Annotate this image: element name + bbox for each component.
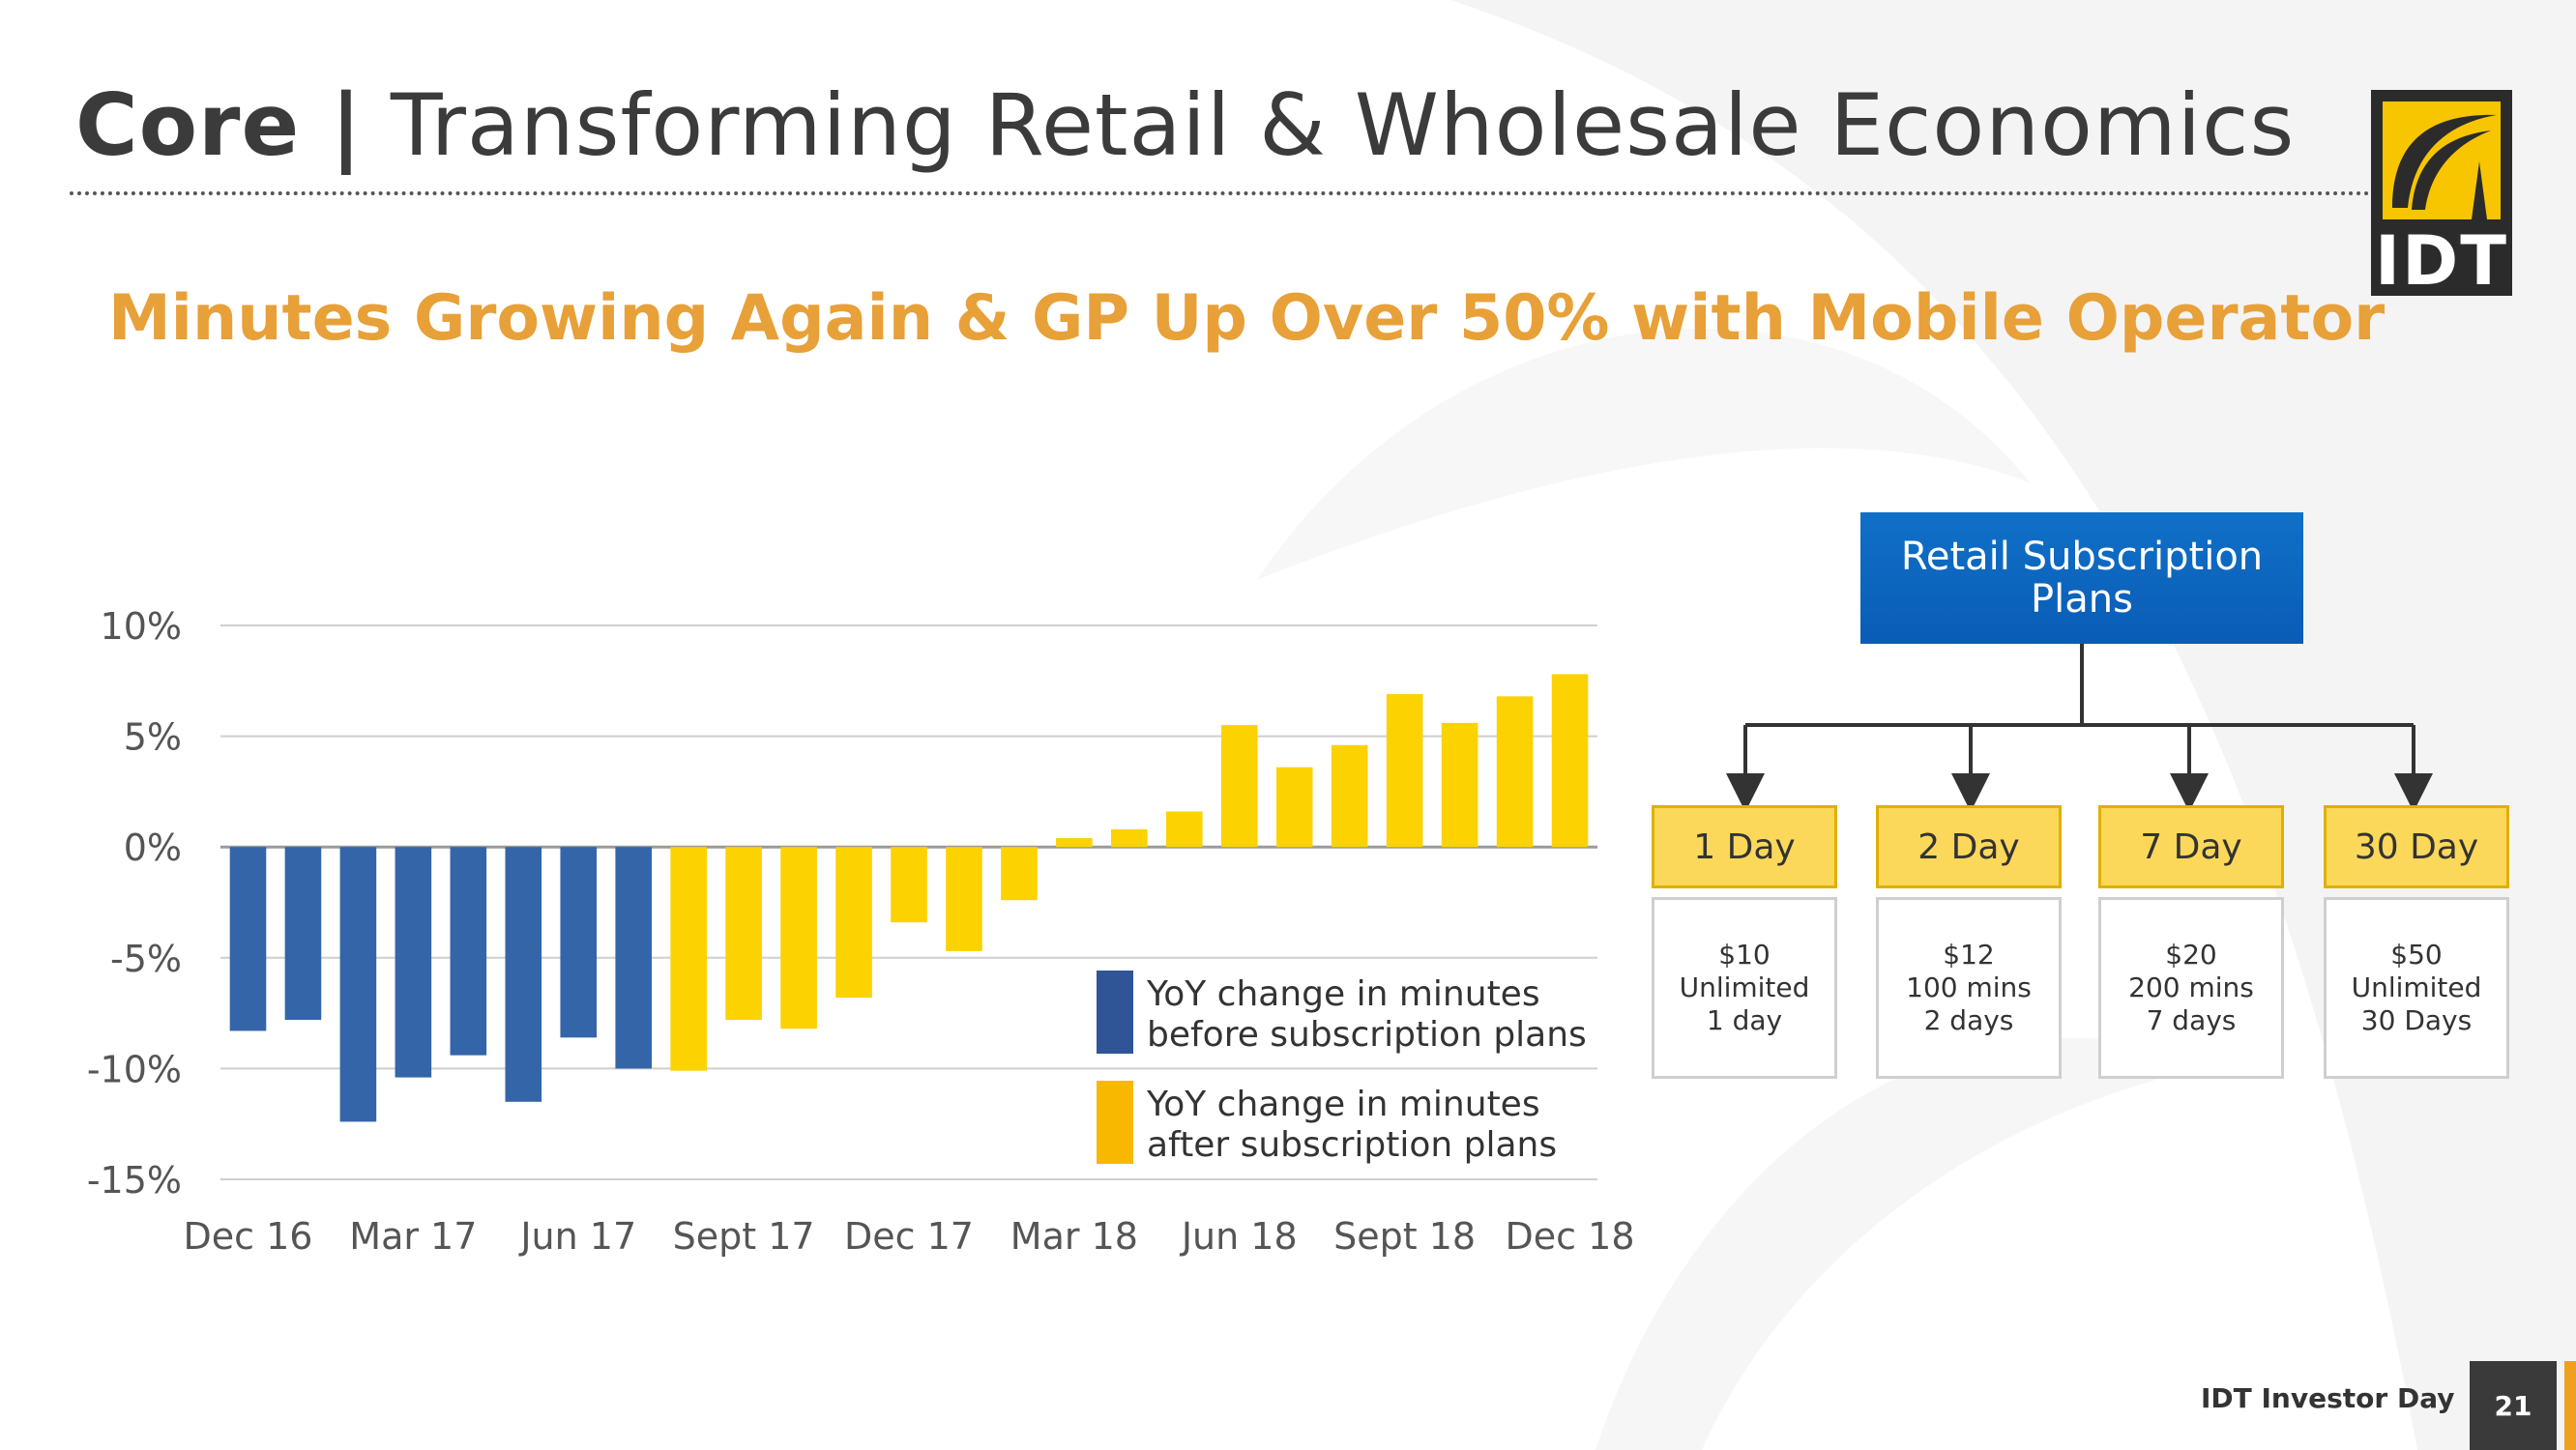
legend-swatch	[1097, 971, 1133, 1054]
plan-root-line2: Plans	[1901, 578, 2263, 621]
bar-12	[835, 847, 872, 998]
bar-4	[395, 847, 432, 1077]
y-tick-label: -10%	[87, 1048, 182, 1090]
legend-label: YoY change in minutes	[1146, 974, 1540, 1014]
legend-label: before subscription plans	[1147, 1015, 1587, 1055]
x-tick-label: Sept 17	[673, 1215, 815, 1258]
bar-16	[1056, 838, 1093, 847]
yoy-minutes-chart: 10% 5% 0% -5% -10% -15% Dec 16 Mar 17 Jun 17 Sep…	[0, 0, 2576, 1450]
plan-30-day-details: $50 Unlimited 30 Days	[2324, 897, 2509, 1079]
bar-24	[1497, 696, 1534, 847]
chart-y-axis: 10% 5% 0% -5% -10% -15%	[87, 605, 182, 1202]
x-tick-label: Dec 18	[1506, 1215, 1635, 1258]
chart-x-axis: Dec 16 Mar 17 Jun 17 Sept 17 Dec 17 Mar 18 Jun…	[183, 1215, 1634, 1258]
x-tick-label: Mar 18	[1010, 1215, 1138, 1258]
footer-label: IDT Investor Day	[2201, 1382, 2454, 1414]
plan-duration: 2 days	[1924, 1004, 2014, 1037]
plan-duration: 1 day	[1707, 1004, 1782, 1037]
bar-2	[285, 847, 322, 1020]
plan-minutes: 100 mins	[1906, 972, 2032, 1004]
x-tick-label: Jun 18	[1180, 1215, 1298, 1258]
bar-13	[891, 847, 927, 922]
bar-20	[1276, 768, 1313, 848]
retail-subscription-plans-box: Retail Subscription Plans	[1860, 512, 2303, 644]
plan-price: $10	[1718, 939, 1770, 972]
x-tick-label: Jun 17	[518, 1215, 636, 1258]
x-tick-label: Mar 17	[349, 1215, 477, 1258]
page-number: 21	[2470, 1361, 2557, 1450]
bar-14	[946, 847, 982, 951]
bar-19	[1221, 725, 1258, 847]
bar-17	[1111, 829, 1148, 847]
bar-6	[505, 847, 542, 1102]
plan-minutes: 200 mins	[2128, 972, 2254, 1004]
plan-2-day-header: 2 Day	[1876, 805, 2062, 888]
bar-3	[340, 847, 377, 1121]
plan-30-day-header: 30 Day	[2324, 805, 2509, 888]
plan-7-day-details: $20 200 mins 7 days	[2098, 897, 2284, 1079]
bar-23	[1442, 723, 1478, 847]
y-tick-label: 0%	[124, 826, 182, 869]
bar-8	[615, 847, 652, 1068]
plan-minutes: Unlimited	[1680, 972, 1810, 1004]
bar-25	[1552, 674, 1589, 847]
plan-duration: 7 days	[2147, 1004, 2237, 1037]
plan-price: $12	[1943, 939, 1994, 972]
y-tick-label: 10%	[101, 605, 182, 648]
x-tick-label: Dec 16	[183, 1215, 312, 1258]
bar-7	[560, 847, 597, 1037]
plan-7-day-header: 7 Day	[2098, 805, 2284, 888]
legend-swatch	[1097, 1081, 1133, 1164]
bar-11	[780, 847, 817, 1029]
plan-1-day-details: $10 Unlimited 1 day	[1652, 897, 1837, 1079]
bar-22	[1387, 694, 1423, 847]
bar-21	[1332, 745, 1368, 847]
y-tick-label: 5%	[124, 716, 182, 759]
x-tick-label: Dec 17	[844, 1215, 974, 1258]
x-tick-label: Sept 18	[1333, 1215, 1476, 1258]
bar-9	[670, 847, 707, 1070]
plan-root-line1: Retail Subscription	[1901, 536, 2263, 578]
plan-price: $50	[2390, 939, 2442, 972]
y-tick-label: -5%	[110, 938, 182, 980]
page-accent-bar	[2564, 1361, 2576, 1450]
bar-15	[1001, 847, 1038, 900]
legend-label: YoY change in minutes	[1146, 1085, 1540, 1124]
legend-label: after subscription plans	[1147, 1125, 1557, 1165]
bar-1	[230, 847, 267, 1030]
bar-5	[451, 847, 487, 1055]
plan-2-day-details: $12 100 mins 2 days	[1876, 897, 2062, 1079]
plan-1-day-header: 1 Day	[1652, 805, 1837, 888]
plan-minutes: Unlimited	[2352, 972, 2482, 1004]
plan-duration: 30 Days	[2361, 1004, 2472, 1037]
plan-price: $20	[2165, 939, 2216, 972]
bar-10	[725, 847, 762, 1020]
bar-18	[1166, 812, 1203, 848]
y-tick-label: -15%	[87, 1159, 182, 1202]
